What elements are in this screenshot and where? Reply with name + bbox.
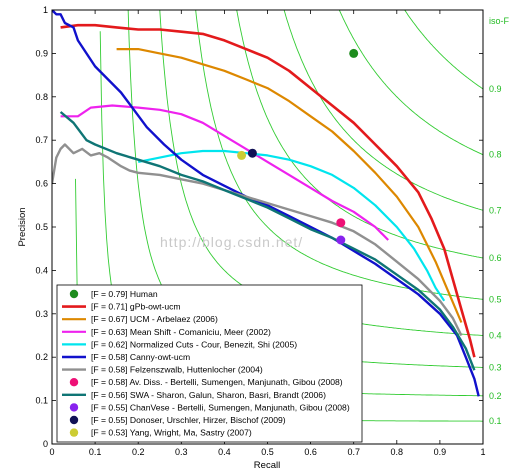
legend-entry-0: [F = 0.79] Human xyxy=(91,289,158,299)
legend-entry-8: [F = 0.56] SWA - Sharon, Galun, Sharon, … xyxy=(91,390,326,400)
iso-f-title: iso-F xyxy=(489,16,510,26)
legend-entry-9: [F = 0.55] ChanVese - Bertelli, Sumengen… xyxy=(91,402,350,412)
iso-f-curve-5 xyxy=(236,10,483,259)
x-tick-label-4: 0.4 xyxy=(218,447,231,457)
legend-box xyxy=(56,284,363,443)
x-tick-label-7: 0.7 xyxy=(347,447,360,457)
iso-f-label-3: 0.4 xyxy=(489,331,502,341)
y-tick-label-1: 0.1 xyxy=(35,396,48,406)
iso-f-label-8: 0.9 xyxy=(489,84,502,94)
iso-f-label-6: 0.7 xyxy=(489,205,502,215)
x-tick-label-3: 0.3 xyxy=(175,447,188,457)
legend: [F = 0.79] Human [F = 0.71] gPb-owt-ucm [F… xyxy=(56,284,363,443)
x-tick-label-5: 0.5 xyxy=(261,447,274,457)
x-axis-label: Recall xyxy=(254,460,280,471)
legend-swatch-9 xyxy=(69,403,79,412)
y-tick-label-10: 1 xyxy=(43,5,48,15)
y-tick-label-7: 0.7 xyxy=(35,135,48,145)
y-axis-label: Precision xyxy=(17,207,28,246)
legend-entry-6: [F = 0.58] Felzenszwalb, Huttenlocher (2… xyxy=(91,365,263,375)
x-tick-label-8: 0.8 xyxy=(391,447,404,457)
series-layer xyxy=(52,10,480,397)
series-line-5 xyxy=(52,10,480,397)
series-line-4 xyxy=(137,149,446,302)
legend-entry-2: [F = 0.67] UCM - Arbelaez (2006) xyxy=(91,314,218,324)
x-tick-label-10: 1 xyxy=(480,447,485,457)
series-point-11-0 xyxy=(237,150,247,160)
legend-entry-3: [F = 0.63] Mean Shift - Comaniciu, Meer … xyxy=(91,327,271,337)
series-point-10-0 xyxy=(247,148,257,158)
legend-swatch-10 xyxy=(69,415,79,425)
x-tick-label-0: 0 xyxy=(49,447,54,457)
watermark: http://blog.csdn.net/ xyxy=(160,234,303,250)
iso-f-label-0: 0.1 xyxy=(489,416,502,426)
series-point-7-0 xyxy=(336,218,346,228)
x-tick-label-9: 0.9 xyxy=(434,447,447,457)
y-tick-label-9: 0.9 xyxy=(35,48,48,58)
legend-entry-7: [F = 0.58] Av. Diss. - Bertelli, Sumenge… xyxy=(91,377,343,387)
legend-entry-1: [F = 0.71] gPb-owt-ucm xyxy=(91,302,181,312)
y-tick-label-3: 0.3 xyxy=(35,309,48,319)
legend-swatch-11 xyxy=(69,428,79,437)
series-point-9-0 xyxy=(336,235,346,245)
iso-f-label-4: 0.5 xyxy=(489,294,502,304)
y-tick-label-6: 0.6 xyxy=(35,179,48,189)
series-line-8 xyxy=(59,111,476,371)
iso-f-labels: 0.1 0.2 0.3 0.4 0.5 0.6 0.7 0.8 0.9 xyxy=(489,84,502,426)
series-point-0-0 xyxy=(349,48,359,58)
iso-f-curve-6 xyxy=(283,10,483,211)
y-tick-label-5: 0.5 xyxy=(35,222,48,232)
x-tick-label-1: 0.1 xyxy=(89,447,102,457)
x-tick-label-2: 0.2 xyxy=(132,447,145,457)
iso-f-curve-4 xyxy=(195,10,483,300)
legend-entry-11: [F = 0.53] Yang, Wright, Ma, Sastry (200… xyxy=(91,428,252,438)
y-tick-label-4: 0.4 xyxy=(35,265,48,275)
y-tick-label-8: 0.8 xyxy=(35,92,48,102)
iso-f-curve-7 xyxy=(338,10,483,156)
y-tick-label-0: 0 xyxy=(43,439,48,449)
iso-f-label-2: 0.3 xyxy=(489,362,502,372)
iso-f-label-7: 0.8 xyxy=(489,150,502,160)
legend-entry-5: [F = 0.58] Canny-owt-ucm xyxy=(91,352,190,362)
series-line-3 xyxy=(60,104,389,241)
legend-entry-4: [F = 0.62] Normalized Cuts - Cour, Benez… xyxy=(91,339,297,349)
iso-f-label-1: 0.2 xyxy=(489,391,502,401)
legend-swatch-0 xyxy=(69,289,79,299)
y-tick-label-2: 0.2 xyxy=(35,352,48,362)
iso-f-curve-8 xyxy=(404,10,483,90)
series-line-6 xyxy=(52,143,463,337)
legend-swatch-7 xyxy=(69,378,79,387)
series-line-2 xyxy=(116,47,463,323)
x-tick-label-6: 0.6 xyxy=(304,447,317,457)
legend-entry-10: [F = 0.55] Donoser, Urschler, Hirzer, Bi… xyxy=(91,415,286,425)
series-line-1 xyxy=(60,23,476,358)
axis-ticks: 0 0.1 0.2 0.3 0.4 0.5 0.6 0.7 0.8 0.9 1 0 0.1 0.2 0.3 0… xyxy=(35,5,485,457)
iso-f-label-5: 0.6 xyxy=(489,253,502,263)
